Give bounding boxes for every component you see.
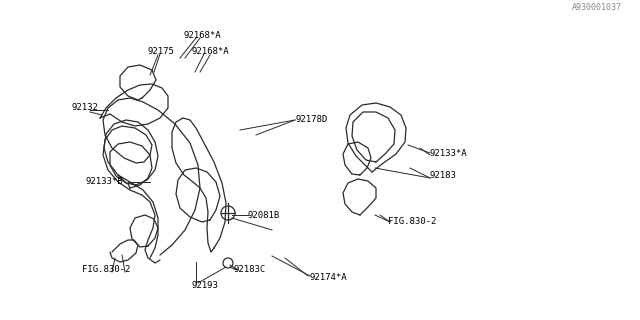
Text: 92081B: 92081B [248,211,280,220]
Text: 92183C: 92183C [234,266,266,275]
Text: 92168*A: 92168*A [184,31,221,41]
Text: 92168*A: 92168*A [192,47,230,57]
Text: 92133*B: 92133*B [86,178,124,187]
Text: 92178D: 92178D [296,116,328,124]
Text: 92183: 92183 [430,172,457,180]
Text: 92175: 92175 [148,47,175,57]
Text: 92174*A: 92174*A [310,273,348,282]
Text: 92193: 92193 [192,281,219,290]
Text: FIG.830-2: FIG.830-2 [388,218,436,227]
Text: 92133*A: 92133*A [430,148,468,157]
Text: A930001037: A930001037 [572,3,622,12]
Text: FIG.830-2: FIG.830-2 [82,266,131,275]
Text: 92132: 92132 [72,102,99,111]
